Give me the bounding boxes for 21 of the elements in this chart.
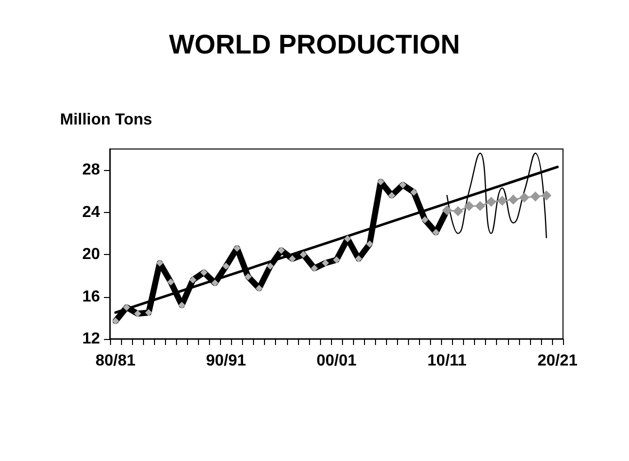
point <box>519 192 530 203</box>
x-tick-label: 10/11 <box>427 352 467 370</box>
y-tick-label: 28 <box>82 162 100 179</box>
point <box>497 196 508 206</box>
point <box>508 194 518 205</box>
y-tick-label: 12 <box>82 330 100 348</box>
y-tick-label: 24 <box>82 204 100 221</box>
point <box>464 201 474 211</box>
point <box>541 190 552 200</box>
y-tick-label: 16 <box>82 288 100 306</box>
y-tick-label: 20 <box>82 246 100 264</box>
point <box>530 192 540 202</box>
x-tick-label: 20/21 <box>537 352 578 370</box>
x-tick-label: 80/81 <box>96 352 136 370</box>
x-tick-label: 90/91 <box>206 352 246 370</box>
chart-title: WORLD PRODUCTION <box>169 30 460 60</box>
point <box>486 196 496 207</box>
point <box>475 201 486 211</box>
y-axis-title: Million Tons <box>60 112 152 128</box>
x-tick-label: 00/01 <box>316 352 357 370</box>
point <box>453 206 464 216</box>
